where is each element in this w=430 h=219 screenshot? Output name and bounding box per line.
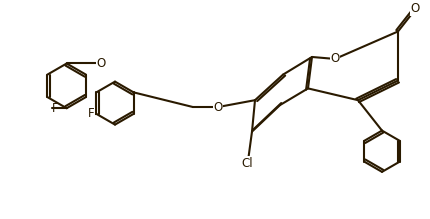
Text: F: F xyxy=(52,102,59,115)
Text: Cl: Cl xyxy=(241,157,253,170)
Text: O: O xyxy=(213,101,223,113)
Text: O: O xyxy=(96,57,106,70)
Text: F: F xyxy=(88,107,94,120)
Text: O: O xyxy=(410,2,420,16)
Text: O: O xyxy=(330,52,340,65)
